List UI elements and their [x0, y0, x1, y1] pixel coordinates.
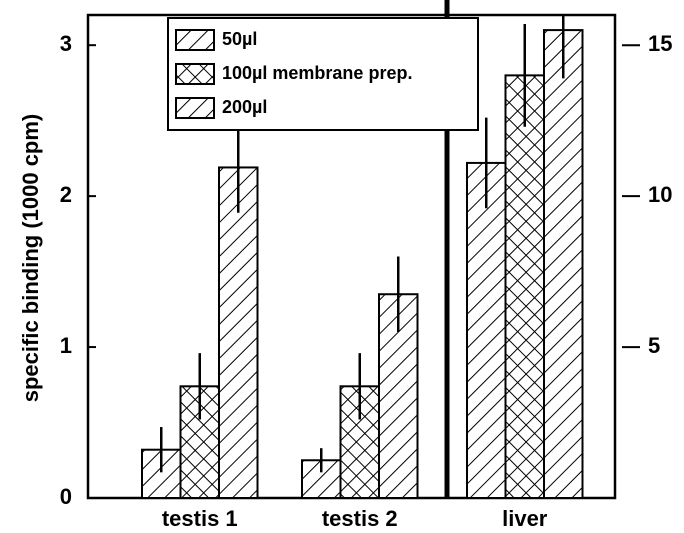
y-tick-label: 0 — [60, 484, 72, 509]
bar — [543, 29, 584, 499]
legend-label: 200µl — [222, 97, 267, 117]
y-tick-label: 1 — [60, 333, 72, 358]
bar — [218, 166, 259, 499]
y2-tick-label: 15 — [648, 31, 672, 56]
y2-tick-label: 10 — [648, 182, 672, 207]
legend-swatch — [175, 97, 215, 119]
bar — [504, 74, 545, 499]
legend-box — [167, 17, 479, 131]
x-tick-label: liver — [502, 506, 548, 531]
legend-label: 100µl membrane prep. — [222, 63, 412, 83]
legend-swatch — [175, 29, 215, 51]
legend-swatch — [175, 63, 215, 85]
y2-tick-label: 5 — [648, 333, 660, 358]
bar — [466, 161, 507, 499]
y-tick-label: 3 — [60, 31, 72, 56]
x-tick-label: testis 1 — [162, 506, 238, 531]
legend-label: 50µl — [222, 29, 257, 49]
y-axis-label: specific binding (1000 cpm) — [18, 114, 43, 403]
x-tick-label: testis 2 — [322, 506, 398, 531]
y-tick-label: 2 — [60, 182, 72, 207]
